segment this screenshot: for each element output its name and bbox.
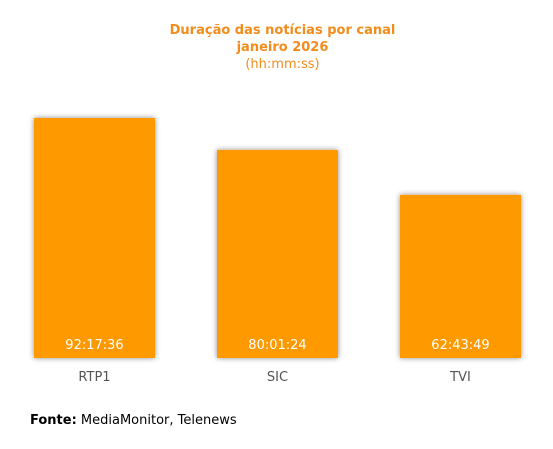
value-label-rtp1: 92:17:36 bbox=[65, 338, 123, 353]
source-text: MediaMonitor, Telenews bbox=[80, 413, 237, 428]
chart-unit-label: (hh:mm:ss) bbox=[245, 57, 320, 72]
source-label: Fonte: bbox=[30, 413, 77, 428]
chart-subtitle: janeiro 2026 bbox=[236, 40, 329, 55]
source-note: Fonte: MediaMonitor, Telenews bbox=[30, 413, 237, 428]
chart-title: Duração das notícias por canal bbox=[169, 23, 396, 38]
category-label-sic: SIC bbox=[267, 370, 288, 385]
bar-sic bbox=[217, 149, 338, 358]
category-label-rtp1: RTP1 bbox=[78, 370, 110, 385]
value-label-tvi: 62:43:49 bbox=[431, 338, 489, 353]
chart-title-block: Duração das notícias por canal janeiro 2… bbox=[0, 22, 553, 73]
bar-tvi bbox=[400, 194, 521, 358]
bar-rtp1 bbox=[34, 118, 155, 358]
value-label-sic: 80:01:24 bbox=[248, 338, 306, 353]
category-labels-layer: RTP1 SIC TVI bbox=[78, 370, 470, 385]
value-labels-layer: 92:17:36 80:01:24 62:43:49 bbox=[65, 338, 489, 353]
category-label-tvi: TVI bbox=[449, 370, 471, 385]
bars-layer bbox=[34, 118, 521, 358]
